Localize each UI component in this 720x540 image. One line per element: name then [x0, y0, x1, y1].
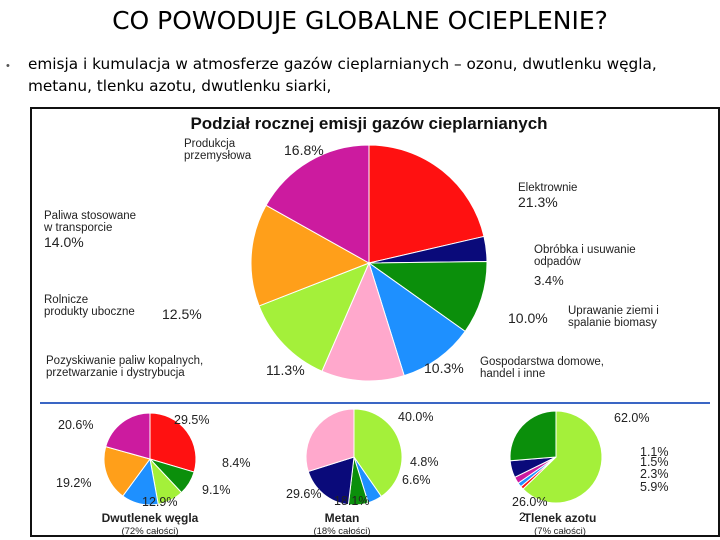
- main-value-label-4: 11.3%: [266, 362, 305, 378]
- small-pies: 29.5% 8.4% 9.1% 12.9% 19.2% 20.6% Dwutlenek wę…: [56, 408, 669, 535]
- main-category-label-5-1: produkty uboczne: [44, 306, 135, 318]
- small-pie-1-value-label-5: 20.6%: [58, 418, 93, 432]
- main-value-label-3: 10.3%: [424, 360, 464, 376]
- small-pie-2-value-label-4: 29.6%: [286, 487, 321, 501]
- main-pie-slice-0: [368, 144, 485, 264]
- small-pie-2-title: Metan: [325, 511, 360, 525]
- main-pie-slice-6: [250, 204, 371, 307]
- main-pie: [250, 144, 488, 382]
- main-category-label-3-1: handel i inne: [480, 368, 545, 380]
- bullet-marker: •: [6, 60, 10, 72]
- small-pie-1-value-label-0: 29.5%: [174, 413, 209, 427]
- main-value-label-6: 14.0%: [44, 234, 84, 250]
- small-pie-2-slice-4: [305, 408, 355, 473]
- main-category-label-3: Gospodarstwa domowe,: [480, 356, 604, 368]
- emissions-chart: Podział rocznej emisji gazów cieplarnian…: [40, 111, 710, 535]
- small-pie-3-value-label-5: 26.0%: [512, 495, 547, 509]
- small-pie-2-slice-0: [353, 408, 403, 498]
- main-category-label-2: Uprawanie ziemi i: [568, 305, 659, 317]
- main-chart-title: Podział rocznej emisji gazów cieplarnian…: [190, 114, 547, 133]
- main-value-label-7: 16.8%: [284, 142, 324, 158]
- main-value-label-0: 21.3%: [518, 194, 558, 210]
- main-category-label-5: Rolnicze: [44, 294, 88, 306]
- small-pie-3-title: Tlenek azotu: [524, 511, 597, 525]
- main-category-label-4-1: przetwarzanie i dystrybucja: [46, 367, 185, 379]
- small-pie-3-value-label-0: 62.0%: [614, 411, 649, 425]
- small-pie-2-value-label-0: 40.0%: [398, 410, 433, 424]
- main-category-label-7-1: przemysłowa: [184, 150, 252, 162]
- small-pie-2-slice-3: [307, 456, 355, 506]
- main-pie-slice-3: [368, 261, 466, 377]
- small-pie-3-value-label-3: 2.3%: [640, 467, 669, 481]
- small-pie-1-slice-4: [103, 446, 151, 497]
- main-value-label-1: 3.4%: [534, 273, 564, 288]
- main-pie-slice-4: [321, 261, 405, 382]
- small-pie-1-note: (72% całości): [121, 526, 178, 535]
- slide-number: 2: [519, 510, 526, 524]
- main-category-label-6: Paliwa stosowane: [44, 210, 136, 222]
- main-category-label-7: Produkcja: [184, 138, 236, 150]
- small-pie-2-value-label-3: 18.1%: [334, 494, 369, 508]
- main-pie-slice-5: [258, 262, 370, 372]
- main-pie-slice-2: [367, 261, 488, 333]
- small-pie-1-value-label-2: 9.1%: [202, 483, 231, 497]
- small-pie-2-value-label-2: 6.6%: [402, 473, 431, 487]
- small-pie-3-slice-5: [509, 410, 557, 462]
- main-category-label-2-1: spalanie biomasy: [568, 317, 657, 329]
- bullet-text: emisja i kumulacja w atmosferze gazów ci…: [28, 55, 657, 95]
- small-pie-3-slice-0: [522, 410, 603, 504]
- small-pie-1-value-label-3: 12.9%: [142, 495, 177, 509]
- small-pie-3-value-label-4: 5.9%: [640, 480, 669, 494]
- main-value-label-2: 10.0%: [508, 310, 548, 326]
- small-pie-3-note: (7% całości): [534, 526, 586, 535]
- main-category-label-1-1: odpadów: [534, 256, 581, 268]
- small-pie-1-slice-5: [105, 412, 151, 460]
- small-pie-2-value-label-1: 4.8%: [410, 455, 439, 469]
- small-pie-1-value-label-4: 19.2%: [56, 476, 91, 490]
- main-category-label-6-1: w transporcie: [43, 222, 112, 234]
- main-category-label-0: Elektrownie: [518, 182, 577, 194]
- slide-title: CO POWODUJE GLOBALNE OCIEPLENIE?: [112, 6, 608, 35]
- small-pie-2-note: (18% całości): [313, 526, 370, 535]
- small-pie-3-value-label-1: 1.1%: [640, 445, 669, 459]
- main-pie-slice-7: [265, 144, 370, 264]
- main-value-label-5: 12.5%: [162, 306, 202, 322]
- main-category-label-4: Pozyskiwanie paliw kopalnych,: [46, 355, 203, 367]
- main-chart-title-box: [106, 111, 642, 135]
- small-pie-1-title: Dwutlenek węgla: [102, 511, 199, 525]
- small-pie-1-value-label-1: 8.4%: [222, 456, 251, 470]
- emissions-figure: Podział rocznej emisji gazów cieplarnian…: [30, 107, 720, 537]
- small-pie-3-value-label-2: 1.5%: [640, 455, 669, 469]
- main-category-label-1: Obróbka i usuwanie: [534, 244, 636, 256]
- small-pie-1-slice-0: [149, 412, 197, 473]
